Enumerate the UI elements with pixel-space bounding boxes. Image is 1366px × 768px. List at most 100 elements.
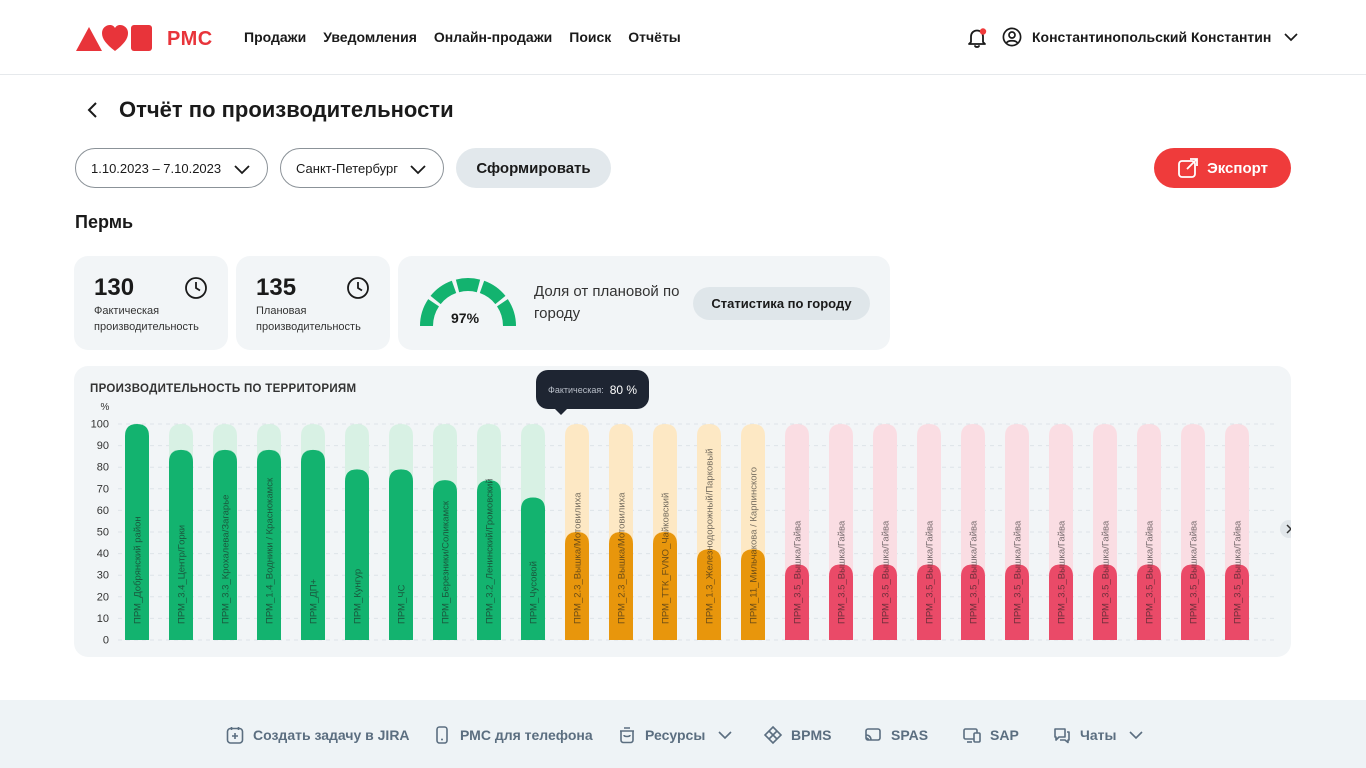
footer-mobile-link[interactable]: РМС для телефона: [432, 725, 593, 745]
bar-label: ПРМ_3.5_Вышка/Гайва: [1013, 520, 1024, 624]
y-tick-label: 60: [97, 505, 109, 517]
bar-label: ПРМ_3.5_Вышка/Гайва: [837, 520, 848, 624]
footer-jira-link[interactable]: Создать задачу в JIRA: [225, 725, 410, 745]
kpi-actual-value: 130: [94, 274, 135, 301]
date-range-value: 1.10.2023 – 7.10.2023: [91, 160, 222, 176]
footer: Создать задачу в JIRA РМС для телефона Р…: [0, 700, 1366, 768]
bar-label: ПРМ_2.3_Вышка/Мотовилиха: [617, 492, 628, 624]
footer-sap-link[interactable]: SAP: [962, 725, 1019, 745]
bar-label: ПРМ_3.2_Ленинский/Громовский: [485, 478, 496, 624]
chart-scroll-right-button[interactable]: [1280, 520, 1291, 538]
footer-spas-label: SPAS: [891, 727, 929, 743]
generate-button[interactable]: Сформировать: [456, 148, 611, 188]
user-icon: [1002, 27, 1022, 47]
clock-icon: [185, 277, 207, 299]
bar[interactable]: [1005, 564, 1029, 640]
export-button[interactable]: Экспорт: [1154, 148, 1291, 188]
bar-label: ПРМ_1.4_Водники / Краснокамск: [265, 477, 276, 624]
bar[interactable]: [829, 564, 853, 640]
footer-mobile-label: РМС для телефона: [460, 727, 593, 743]
footer-chats-label: Чаты: [1080, 727, 1117, 743]
bar[interactable]: [169, 449, 193, 640]
y-tick-label: 10: [97, 613, 109, 625]
bar[interactable]: [301, 449, 325, 640]
bar-label: ПРМ_ЧС: [397, 584, 408, 624]
bar[interactable]: [125, 424, 149, 640]
footer-jira-label: Создать задачу в JIRA: [253, 727, 410, 743]
bar[interactable]: [477, 480, 501, 640]
export-label: Экспорт: [1207, 159, 1268, 177]
date-range-select[interactable]: 1.10.2023 – 7.10.2023: [75, 148, 268, 188]
footer-chats-dropdown[interactable]: Чаты: [1052, 725, 1144, 745]
footer-bpms-link[interactable]: BPMS: [763, 725, 831, 745]
bar-label: ПРМ_3.5_Вышка/Гайва: [1189, 520, 1200, 624]
share-gauge: [420, 278, 516, 327]
kpi-planned-value: 135: [256, 274, 297, 301]
y-tick-label: 90: [97, 440, 109, 452]
chevron-down-icon: [234, 165, 250, 175]
logo[interactable]: [76, 25, 154, 51]
bar[interactable]: [653, 532, 677, 640]
bar-label: ПРМ_Березники/Соликамск: [441, 500, 452, 624]
nav-item-online-sales[interactable]: Онлайн-продажи: [433, 29, 553, 45]
clock-icon: [347, 277, 369, 299]
bar[interactable]: [521, 497, 545, 640]
chevron-down-icon: [718, 731, 732, 740]
nav-item-sales[interactable]: Продажи: [244, 29, 307, 45]
bar[interactable]: [1181, 564, 1205, 640]
back-arrow-icon[interactable]: [84, 100, 104, 120]
nav-item-search[interactable]: Поиск: [569, 29, 612, 45]
logo-icon: [76, 25, 152, 51]
bar[interactable]: [785, 564, 809, 640]
bar[interactable]: [697, 549, 721, 640]
kpi-card-actual: 130 Фактическая производительность: [74, 256, 228, 350]
city-select[interactable]: Санкт-Петербург: [280, 148, 444, 188]
bar[interactable]: [1225, 564, 1249, 640]
bar[interactable]: [741, 549, 765, 640]
bar[interactable]: [961, 564, 985, 640]
brand-name: РМС: [167, 28, 213, 50]
bar-label: ПРМ_3.5_Вышка/Гайва: [881, 520, 892, 624]
territory-chart: ПРОИЗВОДИТЕЛЬНОСТЬ ПО ТЕРРИТОРИЯМ % 100 90…: [74, 366, 1291, 657]
y-tick-label: 30: [97, 570, 109, 582]
nav-item-notifications[interactable]: Уведомления: [323, 29, 417, 45]
nav-item-reports[interactable]: Отчёты: [628, 29, 681, 45]
bar[interactable]: [213, 449, 237, 640]
y-tick-label: 0: [103, 635, 109, 647]
chevron-right-icon: [1286, 524, 1291, 534]
footer-spas-link[interactable]: SPAS: [863, 725, 928, 745]
y-tick-label: 20: [97, 591, 109, 603]
y-tick-label: 40: [97, 548, 109, 560]
footer-resources-dropdown[interactable]: Ресурсы: [617, 725, 733, 745]
bar-label: ПРМ_3.3_Крохалева/Загарье: [221, 495, 232, 624]
city-stats-button[interactable]: Статистика по городу: [693, 287, 870, 320]
bar[interactable]: [389, 469, 413, 640]
bar[interactable]: [345, 469, 369, 640]
bar-label: ПРМ_Чусовой: [529, 561, 540, 624]
bar[interactable]: [1093, 564, 1117, 640]
user-name: Константинопольский Константин: [1032, 29, 1272, 45]
chat-icon: [1054, 728, 1070, 744]
bell-icon[interactable]: [966, 27, 988, 49]
bar[interactable]: [1049, 564, 1073, 640]
bar[interactable]: [257, 449, 281, 640]
spas-icon: [865, 728, 881, 741]
y-tick-label: 100: [91, 419, 109, 431]
bar[interactable]: [873, 564, 897, 640]
bar[interactable]: [433, 480, 457, 640]
share-value: 97%: [451, 310, 480, 326]
footer-sap-label: SAP: [990, 727, 1019, 743]
user-menu[interactable]: Константинопольский Константин: [1002, 27, 1299, 47]
bar[interactable]: [609, 532, 633, 640]
bar-label: ПРМ_3.5_Вышка/Гайва: [925, 520, 936, 624]
y-tick-label: 70: [97, 483, 109, 495]
footer-bpms-label: BPMS: [791, 727, 832, 743]
bar[interactable]: [917, 564, 941, 640]
bar[interactable]: [1137, 564, 1161, 640]
bar-label: ПРМ_3.5_Вышка/Гайва: [793, 520, 804, 624]
y-tick-label: 50: [97, 527, 109, 539]
bar[interactable]: [565, 532, 589, 640]
bar-label: ПРМ_3.5_Вышка/Гайва: [1101, 520, 1112, 624]
bar-label: ПРМ_2.3_Вышка/Мотовилиха: [573, 492, 584, 624]
